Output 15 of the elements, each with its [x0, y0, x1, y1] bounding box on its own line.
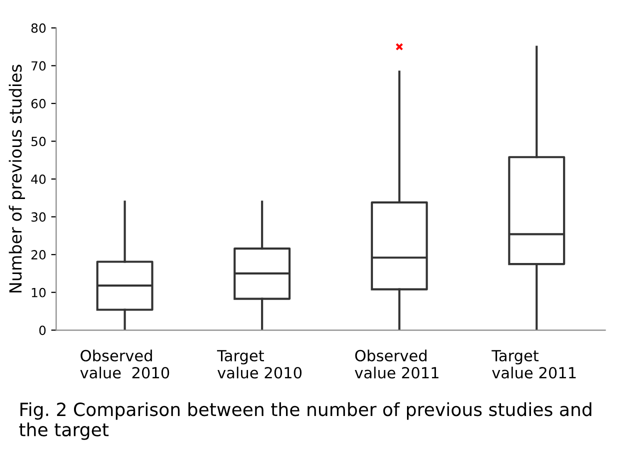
- x-tick-label: Observed value 2011: [354, 350, 438, 379]
- y-axis-title: Number of previous studies: [8, 64, 25, 292]
- y-tick-label: 10: [32, 288, 46, 298]
- y-tick-label: 20: [31, 250, 46, 260]
- y-tick-label: 0: [39, 326, 46, 336]
- y-tick-label: 60: [31, 98, 46, 108]
- x-tick-label: Target value 2011: [492, 350, 576, 379]
- y-tick-label: 70: [32, 61, 46, 71]
- caption: Fig. 2 Comparison between the number of previous studies and the target: [19, 402, 592, 440]
- y-tick-label: 30: [31, 212, 46, 222]
- y-tick-label: 40: [31, 174, 46, 184]
- x-tick-label: Target value 2010: [217, 350, 302, 379]
- x-tick-label: Observed value 2010: [80, 350, 170, 379]
- y-tick-label: 50: [31, 136, 46, 146]
- y-tick-label: 80: [31, 23, 46, 33]
